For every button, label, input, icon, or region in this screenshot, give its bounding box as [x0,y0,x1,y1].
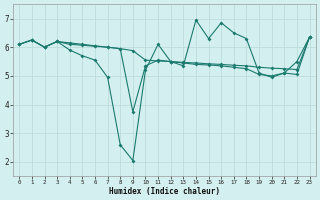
X-axis label: Humidex (Indice chaleur): Humidex (Indice chaleur) [109,187,220,196]
